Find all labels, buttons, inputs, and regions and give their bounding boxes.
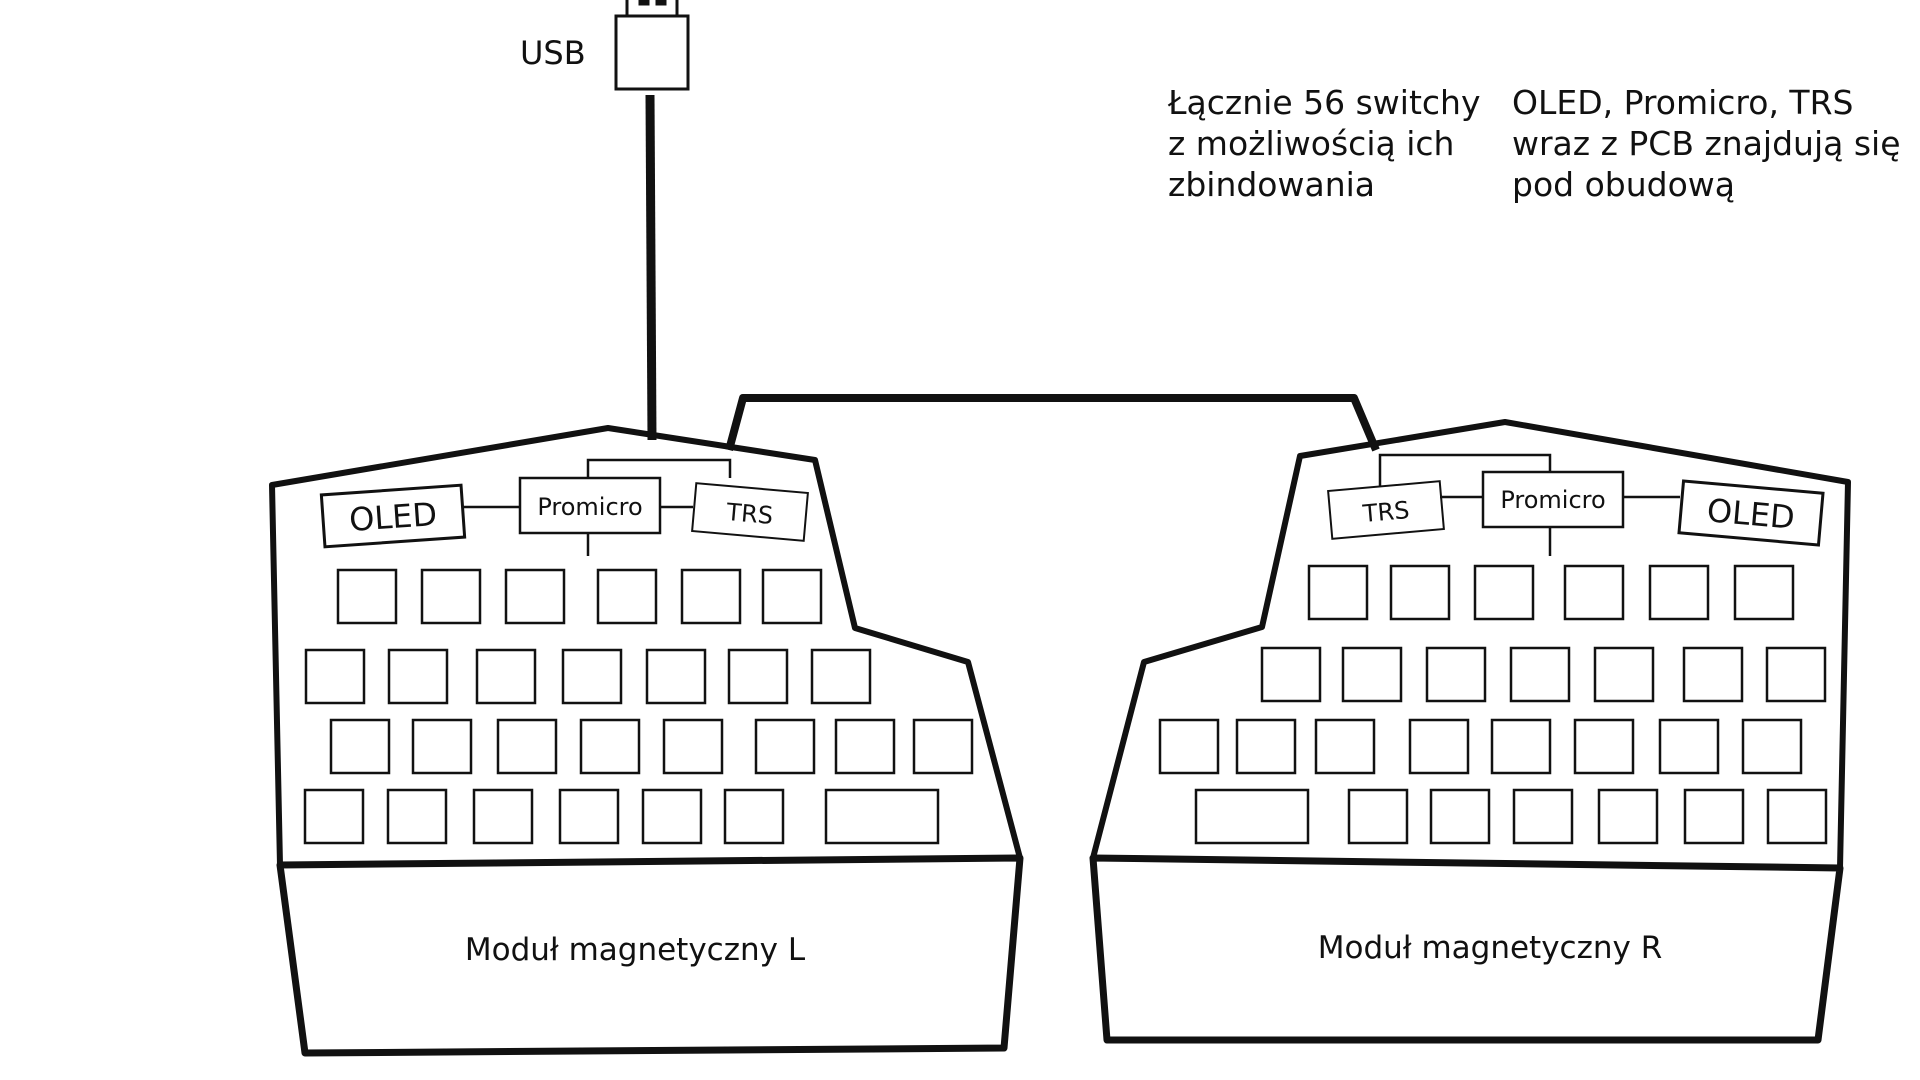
key-switch bbox=[824, 788, 940, 845]
hardware-note-line: pod obudową bbox=[1512, 165, 1735, 204]
left-oled: OLED bbox=[319, 483, 467, 549]
left-wiring bbox=[464, 458, 732, 556]
key-switch bbox=[1429, 788, 1491, 845]
left-promicro: Promicro bbox=[518, 476, 662, 535]
key-switch bbox=[1766, 788, 1828, 845]
key-switch bbox=[387, 648, 449, 705]
switches-note-line: Łącznie 56 switchy bbox=[1168, 83, 1481, 122]
key-switch bbox=[1765, 646, 1827, 703]
right-promicro: Promicro bbox=[1481, 470, 1625, 529]
hardware-note-line: OLED, Promicro, TRS bbox=[1512, 83, 1854, 122]
key-switch bbox=[386, 788, 448, 845]
left-module-label: Moduł magnetyczny L bbox=[465, 932, 806, 968]
key-switch bbox=[1260, 646, 1322, 703]
key-switch bbox=[1408, 718, 1470, 775]
right-module-label: Moduł magnetyczny R bbox=[1318, 930, 1663, 966]
key-switch bbox=[472, 788, 534, 845]
key-switch bbox=[504, 568, 566, 625]
hardware-note-line: wraz z PCB znajdują się bbox=[1512, 124, 1901, 163]
right-oled: OLED bbox=[1677, 479, 1825, 547]
key-switch bbox=[1389, 564, 1451, 621]
key-switch bbox=[1307, 564, 1369, 621]
hardware-note: OLED, Promicro, TRS wraz z PCB znajdują … bbox=[1512, 82, 1901, 205]
key-switch bbox=[1158, 718, 1220, 775]
key-switch bbox=[727, 648, 789, 705]
left-trs-label: TRS bbox=[724, 498, 774, 530]
usb-label: USB bbox=[520, 34, 586, 72]
key-switch bbox=[1235, 718, 1297, 775]
key-switch bbox=[1658, 718, 1720, 775]
key-switch bbox=[1563, 564, 1625, 621]
key-switch bbox=[761, 568, 823, 625]
left-key-grid bbox=[303, 568, 974, 845]
key-switch bbox=[834, 718, 896, 775]
key-switch bbox=[1683, 788, 1745, 845]
key-switch bbox=[329, 718, 391, 775]
key-switch bbox=[1597, 788, 1659, 845]
key-switch bbox=[810, 648, 872, 705]
right-key-grid bbox=[1158, 564, 1828, 845]
key-switch bbox=[579, 718, 641, 775]
usb-cable bbox=[645, 94, 657, 441]
key-switch bbox=[1573, 718, 1635, 775]
key-switch bbox=[558, 788, 620, 845]
left-case-top bbox=[269, 425, 1023, 868]
key-switch bbox=[1509, 646, 1571, 703]
key-switch bbox=[680, 568, 742, 625]
key-switch bbox=[475, 648, 537, 705]
right-wiring bbox=[1378, 453, 1680, 556]
key-switch bbox=[1593, 646, 1655, 703]
right-case-top bbox=[1090, 419, 1851, 871]
right-promicro-label: Promicro bbox=[1500, 486, 1605, 514]
left-oled-label: OLED bbox=[348, 495, 438, 539]
key-switch bbox=[1341, 646, 1403, 703]
key-switch bbox=[1648, 564, 1710, 621]
key-switch bbox=[645, 648, 707, 705]
left-half: OLED Promicro TRS Moduł magnetyczny L bbox=[269, 425, 1024, 1057]
key-switch bbox=[1425, 646, 1487, 703]
key-switch bbox=[754, 718, 816, 775]
key-switch bbox=[641, 788, 703, 845]
right-trs: TRS bbox=[1327, 480, 1445, 540]
right-module-case bbox=[1089, 854, 1844, 1044]
key-switch bbox=[1314, 718, 1376, 775]
left-module-case bbox=[276, 854, 1024, 1057]
right-trs-label: TRS bbox=[1361, 496, 1411, 528]
right-oled-label: OLED bbox=[1705, 491, 1796, 537]
usb-connector bbox=[614, 0, 690, 91]
key-switch bbox=[912, 718, 974, 775]
key-switch bbox=[1473, 564, 1535, 621]
key-switch bbox=[420, 568, 482, 625]
key-switch bbox=[1741, 718, 1803, 775]
key-switch bbox=[596, 568, 658, 625]
key-switch bbox=[496, 718, 558, 775]
key-switch bbox=[1347, 788, 1409, 845]
key-switch bbox=[1733, 564, 1795, 621]
key-switch bbox=[561, 648, 623, 705]
key-switch bbox=[1194, 788, 1310, 845]
key-switch bbox=[1490, 718, 1552, 775]
key-switch bbox=[662, 718, 724, 775]
switches-note: Łącznie 56 switchy z możliwością ich zbi… bbox=[1168, 82, 1480, 205]
key-switch bbox=[723, 788, 785, 845]
switches-note-line: z możliwością ich bbox=[1168, 124, 1455, 163]
trs-bridge-cable bbox=[725, 394, 1380, 452]
key-switch bbox=[303, 788, 365, 845]
key-switch bbox=[336, 568, 398, 625]
key-switch bbox=[1512, 788, 1574, 845]
left-promicro-label: Promicro bbox=[537, 493, 642, 521]
left-trs: TRS bbox=[691, 482, 809, 542]
key-switch bbox=[1682, 646, 1744, 703]
right-half: TRS Promicro OLED Moduł magnetyczny R bbox=[1089, 419, 1851, 1044]
key-switch bbox=[411, 718, 473, 775]
key-switch bbox=[304, 648, 366, 705]
switches-note-line: zbindowania bbox=[1168, 165, 1376, 204]
